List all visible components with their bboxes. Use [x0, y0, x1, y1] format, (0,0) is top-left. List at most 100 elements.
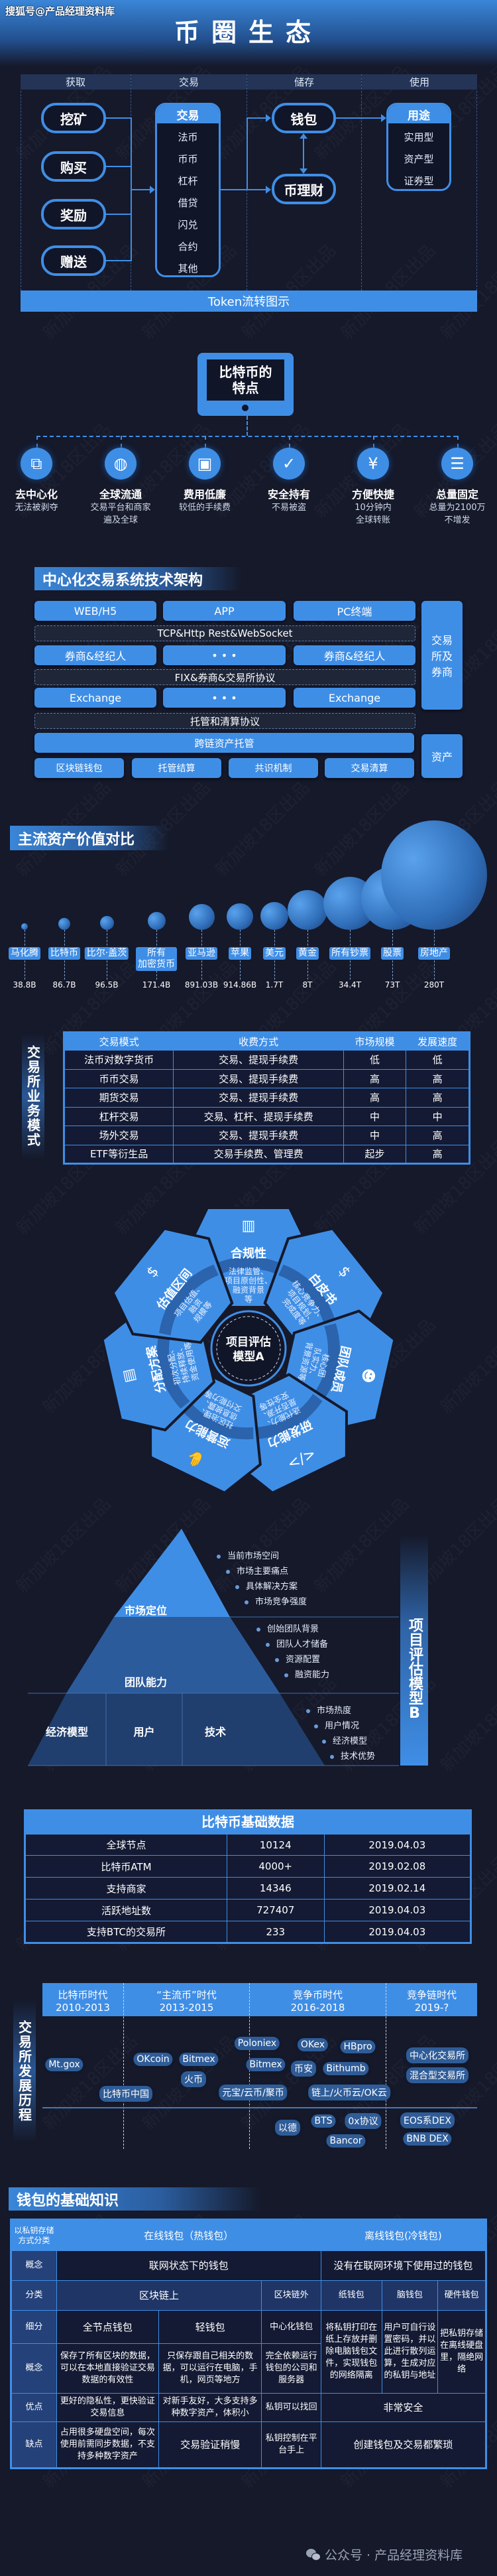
table-cell: 中 — [343, 1106, 407, 1126]
dex-pill: EOS系DEX — [400, 2112, 455, 2128]
asset-value: 34.4T — [338, 980, 362, 990]
table-cell: 2019.04.03 — [323, 1833, 472, 1856]
coins-stack-icon: ☰ — [441, 448, 473, 480]
feature-desc: 不易被盗 — [271, 503, 306, 513]
exchange-pill: 中心化交易所 — [406, 2047, 469, 2063]
bullet-item: 经济模型 — [322, 1734, 367, 1746]
column-header: 交易模式 — [63, 1032, 174, 1051]
online-concept: 联网状态下的钱包 — [56, 2250, 321, 2281]
shield-check-icon: ✓ — [273, 448, 305, 480]
bidirectional-arrow — [303, 138, 304, 170]
protocol-bar: 托管和清算协议 — [34, 713, 415, 729]
dex-pill: 以德 — [275, 2120, 300, 2136]
table-cell: 4000+ — [226, 1855, 325, 1878]
table-cell: 交易、提现手续费 — [173, 1088, 344, 1108]
pyramid-top-label: 市场定位 — [124, 1604, 167, 1617]
era-years: 2019-? — [414, 2002, 449, 2014]
table-cell: 交易、提现手续费 — [173, 1126, 344, 1145]
token-flow-caption: Token流转图示 — [21, 290, 477, 312]
full-node-wallet: 全节点钱包 — [56, 2310, 160, 2344]
infra-box: 托管结算 — [132, 758, 221, 778]
connector — [106, 214, 131, 215]
exchange-pill: 币安 — [291, 2061, 316, 2077]
architecture-title: 中心化交易系统技术架构 — [34, 567, 242, 590]
connector — [247, 117, 248, 190]
exchange-pill: OKex — [297, 2038, 329, 2051]
era-name: 竞争币时代 — [292, 1989, 343, 2001]
feature-title: 费用低廉 — [183, 488, 226, 501]
table-cell: 起步 — [343, 1144, 407, 1164]
side-asset: 资产 — [421, 734, 463, 778]
wallet-table: 以私钥存储 方式分类 在线钱包（热钱包） 离线钱包(冷钱包) 概念 联网状态下的钱包没… — [10, 2219, 487, 2469]
brain-wallet-desc: 用户可自行设置密码，并以此进行散列运算，生成对应的私钥与地址 — [381, 2310, 439, 2394]
era-years: 2013-2015 — [159, 2002, 214, 2014]
infra-box: 交易清算 — [325, 758, 414, 778]
connector — [106, 260, 131, 261]
arrow-to-trade — [131, 189, 150, 190]
column-header: 发展速度 — [406, 1032, 470, 1051]
light-pro: 对新手友好，大多支持多种数字资产，体积小 — [158, 2393, 262, 2422]
petal-title: 合规性 — [231, 1246, 266, 1261]
watermark: 新加坡18区出品 — [36, 2029, 142, 2135]
table-cell: 高 — [343, 1068, 407, 1088]
infra-box: 共识机制 — [229, 758, 318, 778]
globe-icon: ◍ — [105, 448, 137, 480]
feature-title: 方便快捷 — [351, 488, 394, 501]
central-wallet: 中心化钱包 — [261, 2310, 321, 2344]
exchange-pill: 比特币中国 — [99, 2086, 152, 2102]
table-row: 活跃地址数 727407 2019.04.03 — [25, 1899, 472, 1921]
asset-value: 171.4B — [142, 980, 171, 990]
exchange-box: Exchange — [34, 688, 156, 708]
pyramid-bottom-cell: 技术 — [204, 1726, 226, 1738]
connector — [36, 436, 38, 448]
table-cell: 支持BTC的交易所 — [25, 1921, 227, 1943]
asset-bubble — [58, 918, 70, 930]
exchange-box: Exchange — [294, 688, 415, 708]
pyramid-middle — [66, 1617, 280, 1693]
era-years: 2016-2018 — [290, 2002, 345, 2014]
wallet-icon: ▣ — [189, 448, 221, 480]
exchange-pill: 火币 — [181, 2071, 206, 2087]
asset-bubble — [147, 912, 166, 930]
connector — [121, 436, 122, 448]
era-years: 2010-2013 — [56, 2002, 110, 2014]
acquire-mining: 挖矿 — [41, 103, 106, 133]
asset-value: 891.03B — [184, 980, 219, 990]
feature-desc: 无法被剥夺 — [15, 503, 58, 513]
table-cell: 高 — [406, 1126, 470, 1145]
asset-label: 所有 加密货币 — [136, 947, 177, 971]
monitor-icon: 比特币的特点 — [197, 353, 294, 416]
paper-wallet: 纸钱包 — [320, 2280, 382, 2311]
bullet-item: 资源配置 — [275, 1652, 320, 1665]
asset-bubble — [227, 903, 253, 930]
table-cell: 交易、杠杆、提现手续费 — [173, 1106, 344, 1126]
feature-title: 安全持有 — [267, 488, 310, 501]
page-title: 币圈生态 — [174, 18, 323, 47]
category-offchain: 区块链外 — [261, 2280, 321, 2311]
exchange-pill: Poloniex — [234, 2037, 280, 2050]
column-acquire: 获取 — [21, 74, 131, 90]
asset-label: 股票 — [381, 947, 404, 960]
offline-con: 创建钱包及交易都繁琐 — [320, 2421, 487, 2469]
broker-box: • • • — [163, 645, 286, 665]
client-box: PC终端 — [294, 601, 415, 621]
petal-desc: 初次分配、持续释放、资金使用等 — [164, 1341, 200, 1386]
trade-item: 借贷 — [178, 197, 198, 209]
exchange-pill: 元宝/云币/聚币 — [219, 2085, 288, 2100]
row-label: 概念 — [11, 2343, 57, 2394]
cex-dex-divider — [42, 2107, 477, 2108]
row-label: 概念 — [11, 2250, 57, 2281]
connector — [36, 436, 457, 437]
column-usage: 使用 — [362, 74, 477, 90]
feature-title: 全球流通 — [99, 488, 142, 501]
client-box: WEB/H5 — [34, 601, 156, 621]
table-cell: 币币交易 — [63, 1068, 174, 1088]
offline-concept: 没有在联网环境下使用过的钱包 — [320, 2250, 487, 2281]
row-label: 缺点 — [11, 2421, 57, 2469]
footer-text: 公众号 · 产品经理资料库 — [325, 2548, 463, 2563]
asset-bubble — [381, 820, 487, 930]
table-cell: 交易、提现手续费 — [173, 1068, 344, 1088]
wechat-icon — [306, 2548, 321, 2561]
table-cell: 场外交易 — [63, 1126, 174, 1145]
custody-bar: 跨链资产托管 — [34, 733, 414, 753]
